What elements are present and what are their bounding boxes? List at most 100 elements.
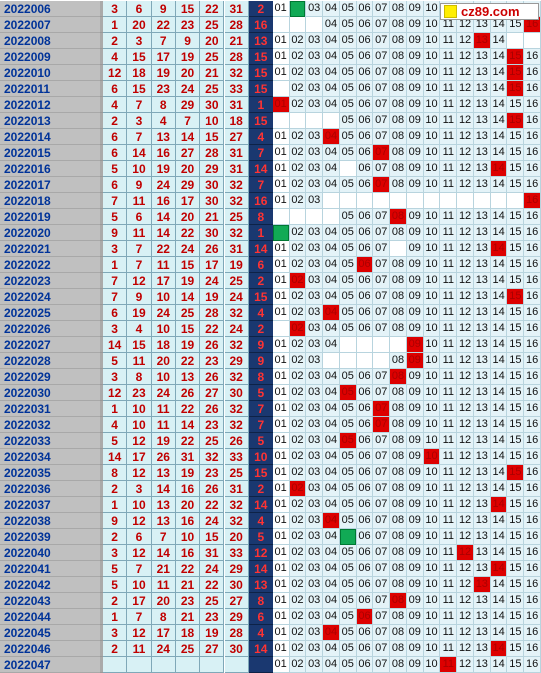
blue-distribution-cell: 04	[323, 449, 340, 465]
red-ball-number: 14	[151, 545, 176, 561]
row-gutter	[100, 433, 103, 449]
red-ball-number: 10	[175, 529, 201, 545]
red-ball-number: 25	[200, 49, 225, 65]
blue-distribution-cell: 11	[440, 609, 458, 625]
red-ball-number: 15	[127, 49, 152, 65]
blue-distribution-cell: 08	[390, 481, 407, 497]
blue-distribution-cell: 08	[390, 225, 407, 241]
blue-distribution-hit-cell: 04	[323, 513, 340, 529]
blue-distribution-cell: 14	[490, 401, 508, 417]
blue-distribution-cell: 03	[306, 641, 324, 657]
blue-distribution-cell: 16	[524, 369, 541, 385]
blue-ball-number: 4	[248, 305, 273, 321]
green-marker-icon	[339, 528, 356, 545]
blue-distribution-marker-cell	[339, 528, 357, 545]
blue-distribution-cell: 16	[524, 433, 541, 449]
red-ball-number: 7	[151, 529, 176, 545]
blue-distribution-cell: 16	[524, 337, 541, 353]
watermark-square-icon	[444, 5, 457, 18]
blue-distribution-cell: 02	[289, 81, 307, 97]
blue-distribution-cell: 02	[289, 545, 307, 561]
blue-distribution-cell: 06	[356, 529, 374, 545]
blue-distribution-cell: 08	[390, 625, 407, 641]
blue-distribution-cell: 09	[406, 593, 424, 609]
blue-distribution-cell: 16	[524, 385, 541, 401]
red-ball-number: 28	[224, 17, 249, 33]
blue-distribution-cell: 02	[289, 625, 307, 641]
blue-distribution-cell: 08	[390, 177, 407, 193]
red-ball-number: 31	[224, 481, 249, 497]
blue-distribution-cell: 06	[356, 497, 374, 513]
blue-distribution-cell: 06	[356, 177, 374, 193]
blue-distribution-cell: 02	[289, 465, 307, 481]
red-ball-number: 31	[224, 145, 249, 161]
red-ball-number: 30	[200, 225, 225, 241]
blue-distribution-cell: 04	[323, 385, 340, 401]
red-ball-number: 12	[127, 513, 152, 529]
blue-distribution-cell: 01	[272, 1, 290, 17]
blue-distribution-cell: 13	[473, 113, 491, 129]
blue-distribution-cell: 08	[390, 529, 407, 545]
row-gutter	[100, 577, 103, 593]
blue-ball-number: 14	[248, 241, 273, 257]
blue-distribution-cell: 16	[524, 625, 541, 641]
blue-distribution-cell: 03	[306, 417, 324, 433]
blue-distribution-cell: 03	[306, 49, 324, 65]
blue-distribution-cell: 15	[507, 385, 525, 401]
blue-distribution-cell: 09	[406, 513, 424, 529]
red-ball-number: 7	[127, 609, 152, 625]
red-ball-number: 32	[224, 193, 249, 209]
blue-distribution-cell: 14	[490, 177, 508, 193]
blue-distribution-cell: 02	[289, 657, 307, 673]
red-ball-number: 1	[103, 609, 128, 625]
red-ball-number: 2	[103, 33, 128, 49]
blue-distribution-cell: 09	[406, 177, 424, 193]
blue-distribution-cell: 14	[490, 209, 508, 225]
issue-number: 2022017	[0, 177, 100, 193]
red-ball-number: 11	[151, 577, 176, 593]
blue-distribution-cell: 01	[272, 545, 290, 561]
blue-distribution-cell: 14	[490, 385, 508, 401]
red-ball-number: 31	[200, 545, 225, 561]
row-gutter	[100, 481, 103, 497]
blue-distribution-cell: 08	[390, 289, 407, 305]
blue-distribution-cell: 10	[423, 289, 441, 305]
blue-distribution-cell: 12	[457, 369, 474, 385]
blue-distribution-cell: 05	[339, 401, 357, 417]
red-ball-number: 27	[200, 641, 225, 657]
blue-distribution-cell: 10	[423, 369, 441, 385]
red-ball-number: 20	[127, 17, 152, 33]
blue-distribution-cell: 09	[406, 161, 424, 177]
blue-distribution-cell: 14	[490, 577, 508, 593]
blue-distribution-cell: 16	[524, 161, 541, 177]
blue-distribution-cell: 13	[473, 529, 491, 545]
blue-distribution-cell: 05	[339, 97, 357, 113]
blue-distribution-cell: 07	[373, 529, 391, 545]
blue-distribution-cell: 07	[373, 449, 391, 465]
red-ball-number: 13	[175, 369, 201, 385]
blue-distribution-cell: 07	[373, 129, 391, 145]
red-ball-number: 23	[151, 81, 176, 97]
row-gutter	[100, 1, 103, 17]
blue-distribution-cell: 11	[440, 113, 458, 129]
blue-distribution-cell: 02	[289, 513, 307, 529]
blue-ball-number: 15	[248, 65, 273, 81]
red-ball-number: 13	[151, 513, 176, 529]
blue-distribution-cell: 10	[423, 353, 441, 369]
blue-distribution-cell: 02	[289, 145, 307, 161]
red-ball-number: 25	[200, 593, 225, 609]
blue-distribution-cell: 07	[373, 641, 391, 657]
blue-ball-number: 14	[248, 641, 273, 657]
blue-distribution-cell: 09	[406, 145, 424, 161]
blue-distribution-cell: 09	[406, 273, 424, 289]
blue-distribution-cell: 11	[440, 273, 458, 289]
red-ball-number: 16	[175, 481, 201, 497]
red-ball-number: 26	[200, 401, 225, 417]
red-ball-number: 24	[200, 273, 225, 289]
blue-distribution-cell: 16	[524, 449, 541, 465]
issue-number: 2022019	[0, 209, 100, 225]
blue-distribution-cell: 04	[323, 33, 340, 49]
blue-distribution-cell: 15	[507, 561, 525, 577]
red-ball-number: 14	[175, 417, 201, 433]
blue-distribution-cell: 13	[473, 129, 491, 145]
